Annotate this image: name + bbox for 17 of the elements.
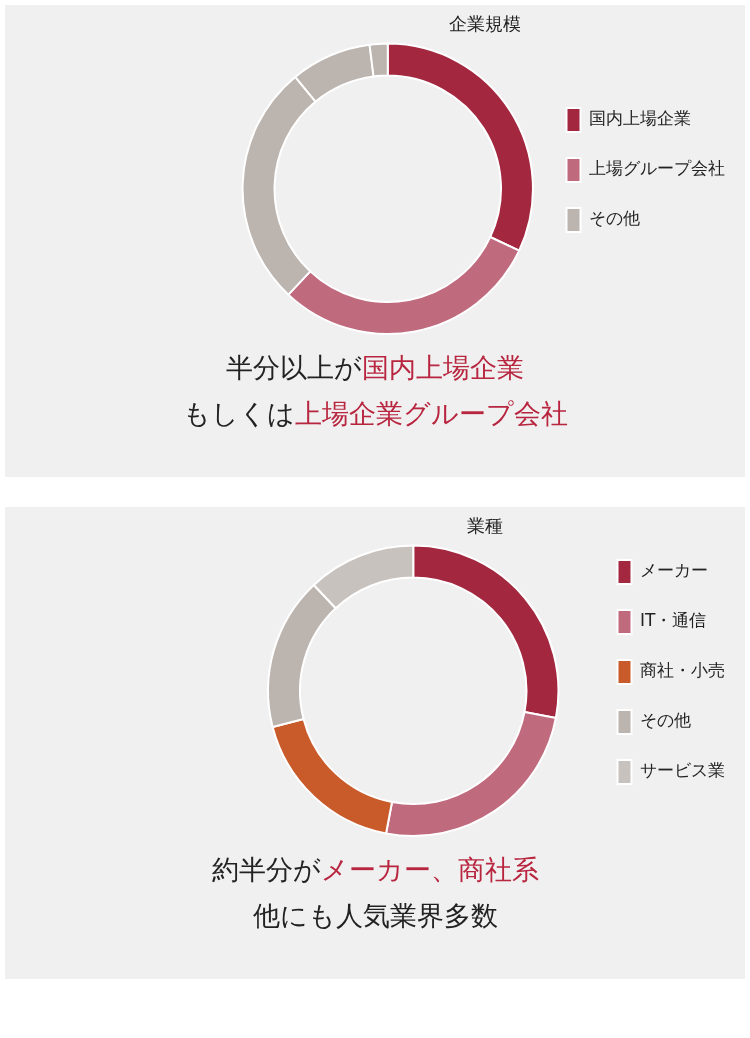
chart-title: 業種 <box>467 515 503 537</box>
text: 約半分が <box>211 854 321 885</box>
legend-label: IT・通信 <box>640 610 707 631</box>
text: 国内上場企業 <box>362 352 524 383</box>
text: 半分以上が <box>226 352 362 383</box>
text: メーカー、商社系 <box>320 854 539 885</box>
text: もしくは <box>182 398 295 429</box>
legend-label: サービス業 <box>640 760 725 781</box>
text: 他にも人気業界多数 <box>252 900 498 931</box>
legend-label: 上場グループ会社 <box>589 158 725 179</box>
text: 上場企業グループ会社 <box>294 398 568 429</box>
legend-label: 国内上場企業 <box>589 108 691 129</box>
chart-title: 企業規模 <box>449 13 521 35</box>
legend-label: 商社・小売 <box>640 660 725 681</box>
legend-label: メーカー <box>640 560 708 581</box>
legend-label: その他 <box>589 208 640 229</box>
legend-label: その他 <box>640 710 691 731</box>
